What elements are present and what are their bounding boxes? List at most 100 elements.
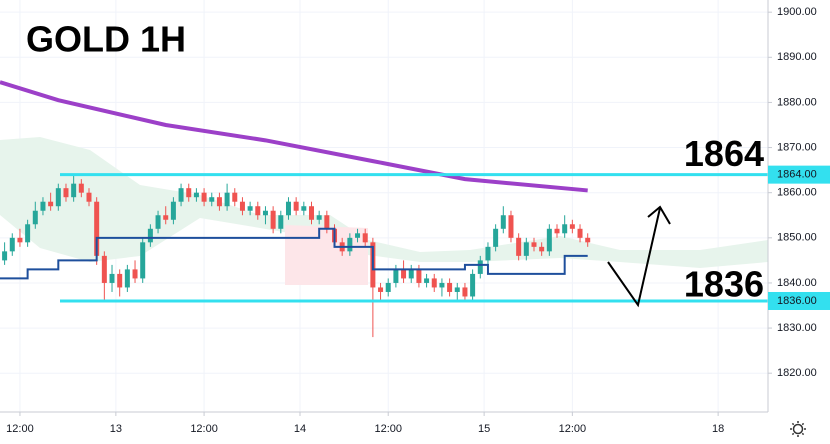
- candle-body: [424, 278, 430, 283]
- candle-body: [500, 215, 506, 229]
- candle-body: [147, 228, 153, 243]
- price-tag: [768, 291, 830, 310]
- candle-body: [132, 269, 138, 279]
- candle-body: [270, 210, 276, 229]
- candle-body: [140, 242, 146, 279]
- x-tick-label: 12:00: [6, 423, 34, 435]
- candle-body: [255, 206, 261, 216]
- candle-body: [508, 215, 514, 238]
- candle-body: [439, 282, 445, 288]
- candle-body: [224, 192, 230, 207]
- candle-body: [316, 215, 322, 220]
- candle-body: [232, 192, 238, 202]
- candle-body: [493, 228, 499, 247]
- candle-body: [385, 282, 391, 292]
- candle-body: [25, 224, 31, 243]
- candle-body: [401, 269, 407, 279]
- y-tick-label: 1890.00: [777, 51, 817, 63]
- candle-body: [94, 201, 100, 256]
- candle-body: [569, 224, 575, 229]
- x-tick-label: 12:00: [374, 423, 402, 435]
- candle-body: [247, 206, 253, 211]
- candle-body: [239, 201, 245, 211]
- candle-body: [78, 183, 84, 193]
- candle-body: [71, 183, 77, 198]
- candle-body: [585, 237, 591, 243]
- candle-body: [539, 246, 545, 252]
- cloud-area: [0, 137, 768, 268]
- candle-body: [201, 192, 207, 202]
- candle-body: [470, 273, 476, 297]
- candle-body: [531, 242, 537, 247]
- arrow-head: [647, 205, 671, 225]
- plot: [0, 80, 768, 338]
- candle-body: [562, 224, 568, 234]
- candle-body: [40, 201, 46, 211]
- x-tick-label: 13: [110, 423, 122, 435]
- candle-body: [86, 192, 92, 202]
- candle-body: [48, 201, 54, 207]
- candle-body: [55, 188, 61, 207]
- y-tick-label: 1820.00: [777, 367, 817, 379]
- grid: [0, 0, 768, 412]
- candle-body: [178, 188, 184, 202]
- candle-body: [293, 201, 299, 211]
- candle-body: [378, 287, 384, 292]
- x-tick-label: 14: [294, 423, 306, 435]
- candle-body: [63, 188, 69, 198]
- candle-body: [2, 251, 8, 261]
- candle-body: [117, 273, 123, 288]
- candle-body: [301, 206, 307, 211]
- candle-body: [163, 215, 169, 220]
- projection-arrow: [607, 207, 661, 308]
- price-tag: [768, 165, 830, 184]
- candle-body: [477, 260, 483, 274]
- candle-body: [416, 269, 422, 283]
- candle-body: [462, 287, 468, 297]
- level-label: 1836: [684, 264, 764, 305]
- y-tick-label: 1880.00: [777, 96, 817, 108]
- candle-body: [109, 273, 115, 283]
- candle-body: [9, 237, 15, 252]
- y-tick-label: 1870.00: [777, 141, 817, 153]
- y-tick-label: 1830.00: [777, 322, 817, 334]
- candle-body: [362, 233, 368, 243]
- candle-body: [408, 269, 414, 279]
- y-tick-label: 1850.00: [777, 232, 817, 244]
- chart-title: GOLD 1H: [26, 19, 186, 60]
- candle-body: [546, 228, 552, 252]
- candle-body: [347, 237, 353, 252]
- candle-body: [278, 215, 284, 229]
- x-tick-label: 12:00: [190, 423, 218, 435]
- candle-body: [431, 278, 437, 288]
- candle-body: [193, 192, 199, 198]
- price-tag-label: 1836.00: [777, 295, 817, 307]
- candle-body: [262, 210, 268, 216]
- settings-icon[interactable]: [790, 421, 806, 437]
- candle-body: [186, 188, 192, 198]
- candle-body: [577, 228, 583, 238]
- candle-body: [554, 228, 560, 234]
- candle-body: [285, 201, 291, 216]
- candle-body: [324, 215, 330, 229]
- level-label: 1864: [684, 133, 764, 174]
- x-tick-label: 12:00: [559, 423, 587, 435]
- candle-body: [447, 282, 453, 292]
- candle-body: [216, 197, 222, 207]
- candle-body: [454, 287, 460, 292]
- candle-body: [32, 210, 38, 225]
- candle-body: [155, 215, 161, 229]
- indicator-line: [0, 227, 588, 280]
- candle-body: [393, 269, 399, 283]
- candle-body: [523, 242, 529, 256]
- y-tick-label: 1900.00: [777, 6, 817, 18]
- x-tick-label: 18: [712, 423, 724, 435]
- price-tag-label: 1864.00: [777, 169, 817, 181]
- candle-body: [101, 255, 107, 283]
- cloud-area: [285, 225, 368, 285]
- candle-body: [485, 246, 491, 261]
- x-tick-label: 15: [478, 423, 490, 435]
- indicator-line: [0, 80, 588, 193]
